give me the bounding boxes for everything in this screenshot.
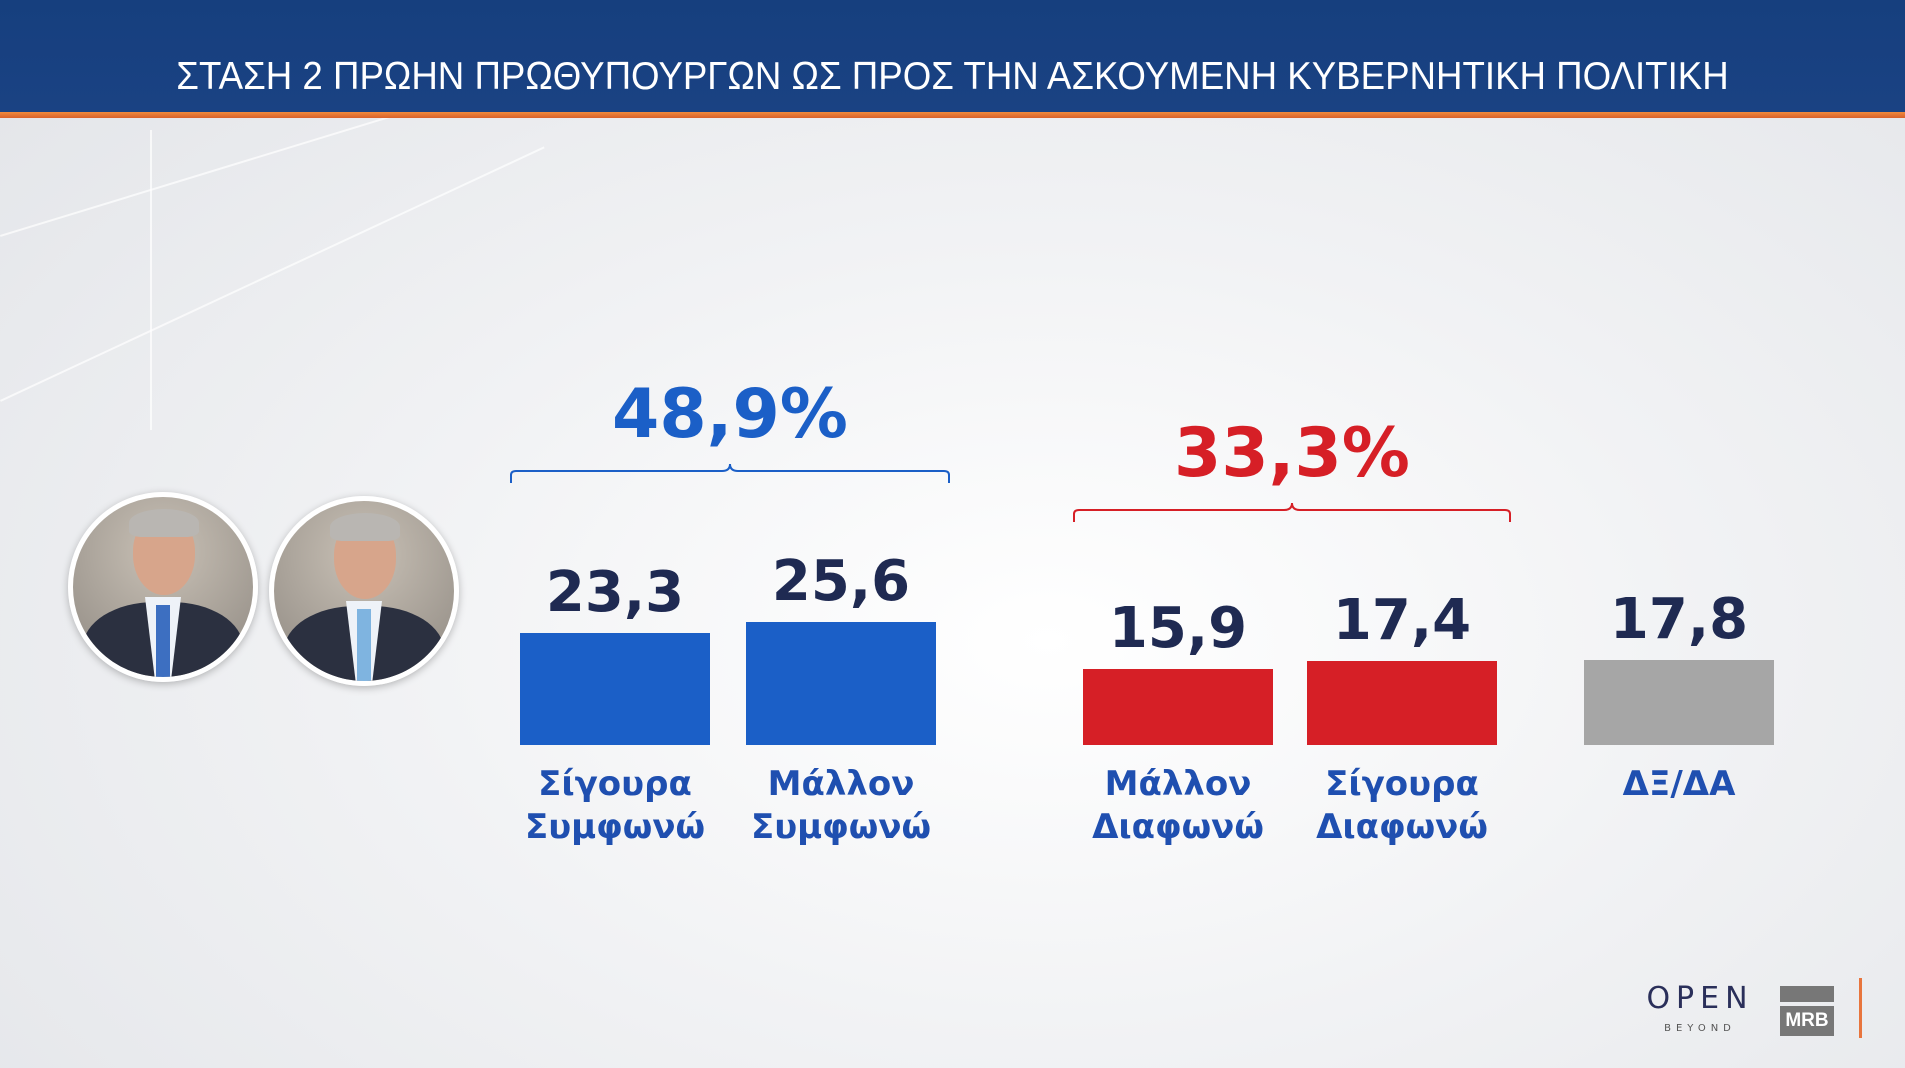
- mrb-logo-text: MRB: [1780, 1006, 1834, 1036]
- group-total-label: 33,3%: [1174, 414, 1410, 494]
- category-label: Μάλλον: [1104, 764, 1252, 804]
- bar: [746, 622, 936, 745]
- category-label: ΔΞ/ΔΑ: [1622, 764, 1736, 804]
- data-label: 23,3: [545, 560, 685, 626]
- data-label: 17,8: [1609, 586, 1749, 652]
- header-accent-stripe: [0, 112, 1905, 118]
- open-logo-subtitle: BEYOND: [1664, 1023, 1736, 1034]
- background-line: [150, 130, 152, 430]
- bar: [1083, 668, 1273, 745]
- category-label: Μάλλον: [767, 764, 915, 804]
- data-label: 25,6: [771, 549, 911, 615]
- bar: [520, 633, 710, 745]
- background-line: [0, 146, 545, 402]
- bar: [1307, 661, 1497, 745]
- politician-photo-1: [68, 492, 258, 682]
- header-bar: [0, 0, 1905, 112]
- group-total-label: 48,9%: [612, 375, 848, 455]
- group-brace: [1073, 503, 1511, 523]
- bar: [1584, 659, 1774, 745]
- logo-separator: [1859, 978, 1862, 1038]
- page-title: ΣΤΑΣΗ 2 ΠΡΩΗΝ ΠΡΩΘΥΠΟΥΡΓΩΝ ΩΣ ΠΡΟΣ ΤΗΝ Α…: [176, 55, 1729, 98]
- data-label: 17,4: [1332, 588, 1472, 654]
- category-label: Σίγουρα: [1325, 764, 1479, 804]
- category-label: Σίγουρα: [538, 764, 692, 804]
- group-brace: [510, 464, 950, 484]
- data-label: 15,9: [1108, 595, 1248, 661]
- category-label: Συμφωνώ: [750, 807, 932, 847]
- category-label: Διαφωνώ: [1316, 807, 1488, 847]
- category-label: Διαφωνώ: [1092, 807, 1264, 847]
- mrb-logo: MRB: [1780, 986, 1834, 1036]
- open-logo: OPEN: [1646, 981, 1754, 1016]
- politician-photo-2: [269, 496, 459, 686]
- category-label: Συμφωνώ: [524, 807, 706, 847]
